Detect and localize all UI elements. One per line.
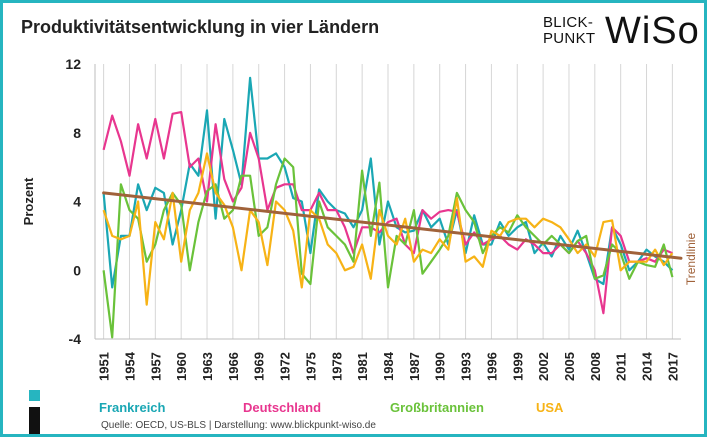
x-tick-label: 1963 [200, 352, 215, 381]
series-line-grossbritannien [102, 157, 674, 339]
x-tick-label: 1993 [459, 352, 474, 381]
logo-line1: BLICK- [543, 14, 594, 31]
x-tick-label: 1954 [122, 351, 137, 381]
series-line-usa [102, 152, 674, 306]
x-tick-label: 1996 [484, 352, 499, 381]
x-tick-label: 1951 [97, 352, 112, 381]
brand-square [29, 390, 40, 401]
legend-frankreich: Frankreich [99, 400, 166, 415]
x-tick-label: 1957 [148, 352, 163, 381]
logo: BLICK- PUNKT WiSo [543, 11, 699, 51]
x-tick-label: 1987 [407, 352, 422, 381]
y-axis-title: Prozent [21, 177, 36, 225]
x-tick-label: 2014 [640, 351, 655, 381]
x-tick-label: 1972 [278, 352, 293, 381]
y-tick-label: 8 [73, 125, 81, 141]
y-tick-label: 12 [65, 56, 81, 72]
y-tick-label: -4 [69, 331, 82, 347]
x-tick-label: 1984 [381, 351, 396, 381]
trend-line [102, 191, 683, 260]
x-tick-label: 2017 [665, 352, 680, 381]
x-tick-label: 1975 [303, 352, 318, 381]
legend-usa: USA [536, 400, 564, 415]
y-tick-label: 0 [73, 262, 81, 278]
x-tick-label: 1966 [226, 352, 241, 381]
y-tick-label: 4 [73, 194, 81, 210]
x-tick-label: 1969 [252, 352, 267, 381]
logo-line2: PUNKT [543, 30, 596, 47]
x-tick-label: 1990 [433, 352, 448, 381]
series-line-frankreich [102, 76, 674, 289]
line-chart: -4 0 4 8 12 Prozent 1951 1954 1957 1960 1963 1966 19… [21, 56, 698, 381]
x-tick-label: 2008 [588, 352, 603, 381]
trend-label: Trendlinie [684, 233, 698, 286]
x-tick-label: 2011 [614, 353, 629, 381]
chart-title: Produktivitätsentwicklung in vier Länder… [21, 17, 380, 37]
source-note: Quelle: OECD, US-BLS | Darstellung: www.… [101, 420, 376, 431]
x-tick-label: 1960 [174, 352, 189, 381]
x-tick-label: 2002 [536, 352, 551, 381]
legend-grossbritannien: Großbritannien [390, 400, 484, 415]
logo-word: WiSo [605, 10, 700, 52]
x-tick-label: 1981 [355, 352, 370, 381]
legend-deutschland: Deutschland [243, 400, 322, 415]
brand-bar [29, 407, 40, 434]
x-tick-label: 2005 [562, 352, 577, 381]
x-tick-label: 1999 [510, 352, 525, 381]
x-tick-label: 1978 [329, 352, 344, 381]
